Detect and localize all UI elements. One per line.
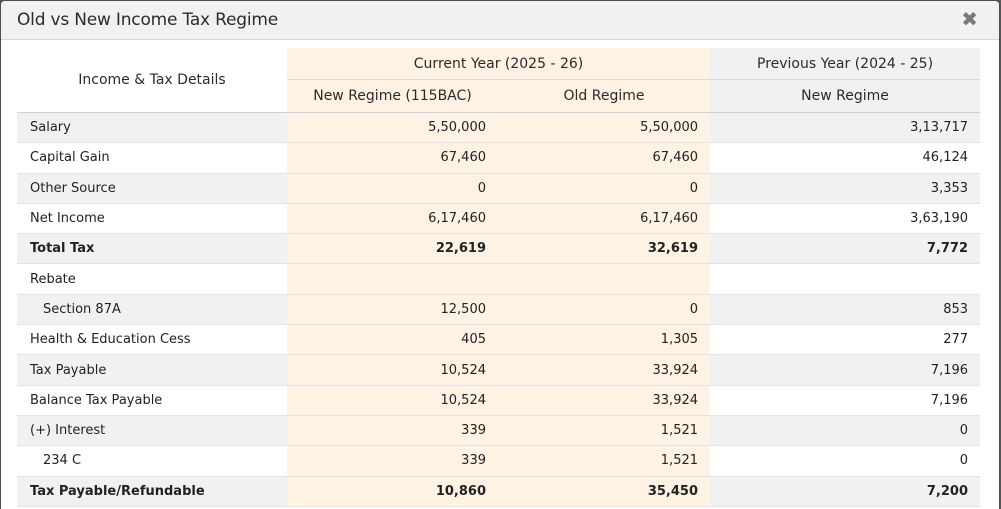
previous-year-value: 853 (710, 294, 981, 326)
tax-comparison-table: Income & Tax Details Current Year (2025 … (17, 48, 981, 507)
previous-year-header: Previous Year (2024 - 25) (710, 48, 981, 80)
dialog-titlebar: Old vs New Income Tax Regime ✖ (1, 1, 999, 40)
new-regime-value (287, 263, 498, 295)
current-year-header: Current Year (2025 - 26) (287, 48, 711, 80)
old-regime-header: Old Regime (498, 79, 711, 113)
old-regime-value: 1,305 (498, 324, 711, 356)
income-tax-details-header: Income & Tax Details (17, 48, 287, 113)
previous-year-value: 3,353 (710, 173, 981, 204)
new-regime-value: 22,619 (287, 233, 498, 265)
previous-new-regime-header: New Regime (710, 79, 981, 113)
table-row: Rebate (17, 263, 981, 295)
previous-year-value (710, 263, 981, 295)
table-row: Total Tax 22,619 32,619 7,772 (17, 233, 981, 265)
old-regime-value: 5,50,000 (498, 112, 711, 144)
tax-table-body: Salary 5,50,000 5,50,000 3,13,717 Capita… (17, 112, 981, 507)
table-row: (+) Interest 339 1,521 0 (17, 415, 981, 447)
previous-year-value: 7,772 (710, 233, 981, 265)
row-label: Net Income (17, 203, 287, 235)
close-icon[interactable]: ✖ (961, 7, 978, 31)
row-label: Tax Payable (17, 354, 287, 386)
row-label: Rebate (17, 263, 287, 295)
old-regime-value: 35,450 (498, 476, 711, 507)
row-label: Balance Tax Payable (17, 385, 287, 416)
new-regime-value: 405 (287, 324, 498, 356)
previous-year-value: 277 (710, 324, 981, 356)
table-row: Other Source 0 0 3,353 (17, 173, 981, 204)
row-label: Capital Gain (17, 142, 287, 174)
previous-year-value: 46,124 (710, 142, 981, 174)
previous-year-value: 7,196 (710, 354, 981, 386)
previous-year-value: 0 (710, 415, 981, 447)
old-regime-value: 0 (498, 294, 711, 326)
table-row: Tax Payable 10,524 33,924 7,196 (17, 354, 981, 386)
new-regime-value: 5,50,000 (287, 112, 498, 144)
row-label: Total Tax (17, 233, 287, 265)
new-regime-value: 339 (287, 445, 498, 477)
previous-year-value: 7,200 (710, 476, 981, 507)
new-regime-value: 6,17,460 (287, 203, 498, 235)
new-regime-value: 0 (287, 173, 498, 204)
previous-year-value: 3,13,717 (710, 112, 981, 144)
old-regime-value: 33,924 (498, 385, 711, 416)
dialog-title: Old vs New Income Tax Regime (17, 10, 278, 30)
table-row: Health & Education Cess 405 1,305 277 (17, 324, 981, 356)
table-row: Capital Gain 67,460 67,460 46,124 (17, 142, 981, 174)
row-label: Section 87A (17, 294, 287, 326)
new-regime-value: 12,500 (287, 294, 498, 326)
new-regime-value: 10,524 (287, 385, 498, 416)
row-label: Tax Payable/Refundable (17, 476, 287, 507)
new-regime-header: New Regime (115BAC) (287, 79, 498, 113)
new-regime-value: 67,460 (287, 142, 498, 174)
row-label: Health & Education Cess (17, 324, 287, 356)
table-row: Section 87A 12,500 0 853 (17, 294, 981, 326)
old-regime-value (498, 263, 711, 295)
old-regime-value: 32,619 (498, 233, 711, 265)
old-regime-value: 67,460 (498, 142, 711, 174)
table-row: Salary 5,50,000 5,50,000 3,13,717 (17, 112, 981, 144)
previous-year-value: 3,63,190 (710, 203, 981, 235)
new-regime-value: 339 (287, 415, 498, 447)
old-regime-value: 1,521 (498, 445, 711, 477)
old-regime-value: 33,924 (498, 354, 711, 386)
row-label: (+) Interest (17, 415, 287, 447)
previous-year-value: 0 (710, 445, 981, 477)
previous-year-value: 7,196 (710, 385, 981, 416)
old-regime-value: 0 (498, 173, 711, 204)
new-regime-value: 10,860 (287, 476, 498, 507)
row-label: 234 C (17, 445, 287, 477)
table-row: Balance Tax Payable 10,524 33,924 7,196 (17, 385, 981, 416)
table-row: 234 C 339 1,521 0 (17, 445, 981, 477)
old-regime-value: 6,17,460 (498, 203, 711, 235)
row-label: Salary (17, 112, 287, 144)
table-row: Net Income 6,17,460 6,17,460 3,63,190 (17, 203, 981, 235)
row-label: Other Source (17, 173, 287, 204)
old-regime-value: 1,521 (498, 415, 711, 447)
table-row: Tax Payable/Refundable 10,860 35,450 7,2… (17, 476, 981, 507)
new-regime-value: 10,524 (287, 354, 498, 386)
